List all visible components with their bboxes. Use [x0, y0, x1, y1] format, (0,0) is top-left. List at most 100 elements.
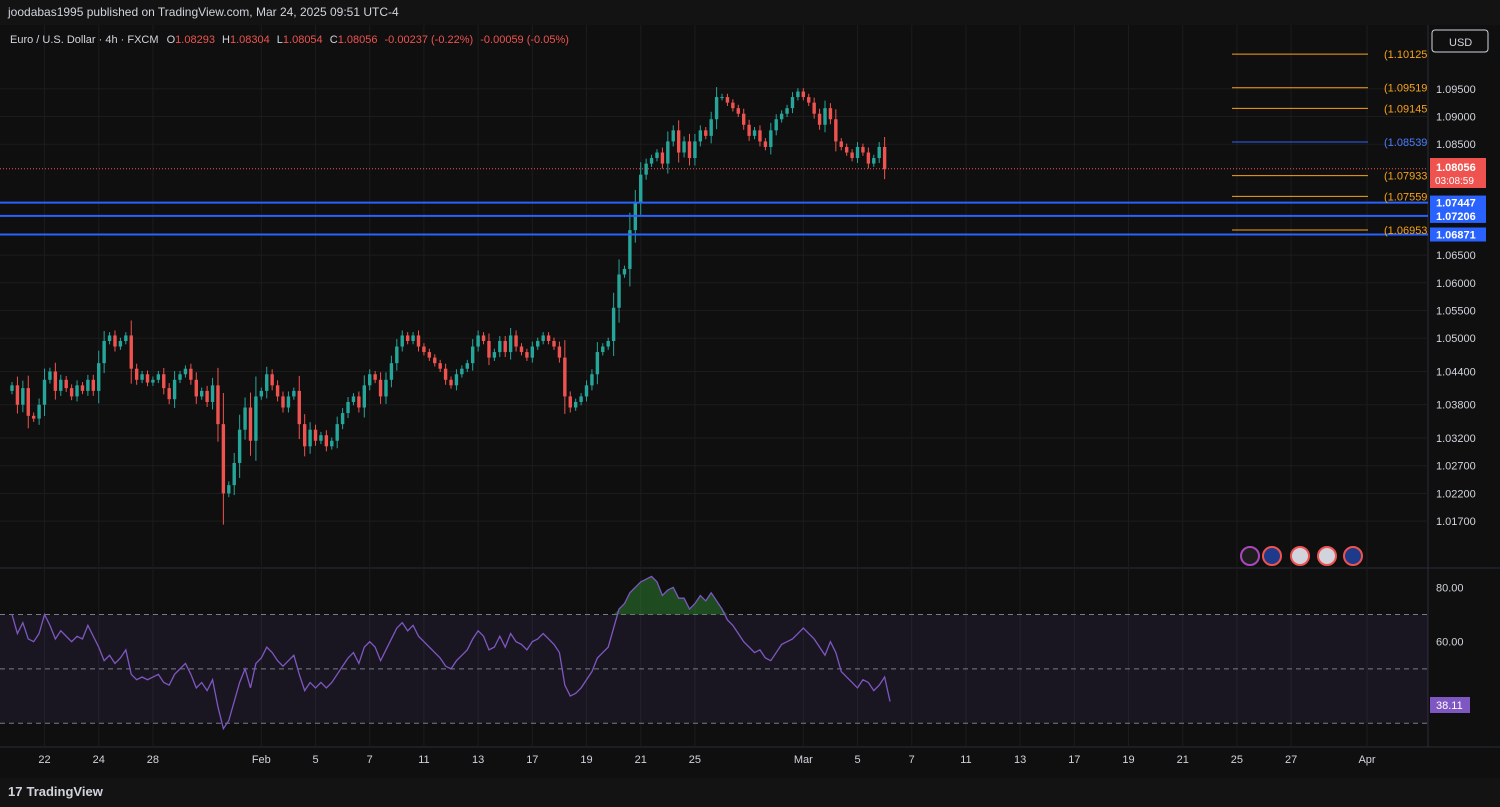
candle-106 — [584, 380, 589, 402]
candle-body — [449, 379, 453, 386]
candle-36 — [205, 385, 209, 407]
candle-body — [97, 363, 101, 391]
price-tick-9: 1.03200 — [1436, 433, 1476, 445]
time-tick-18: 19 — [1122, 754, 1134, 766]
candle-body — [460, 368, 464, 375]
us-flag-icon[interactable] — [1290, 546, 1310, 566]
candle-25 — [145, 370, 150, 387]
candle-129 — [709, 111, 713, 144]
candle-body — [183, 368, 188, 375]
candle-103 — [568, 391, 572, 413]
price-tick-6: 1.05000 — [1436, 333, 1476, 345]
candle-body — [107, 335, 112, 341]
candle-body — [378, 379, 383, 397]
candle-24 — [140, 370, 144, 384]
candle-0 — [10, 382, 14, 395]
candle-body — [411, 335, 415, 341]
candle-116 — [639, 162, 643, 215]
candle-body — [422, 346, 426, 353]
candle-5 — [37, 398, 41, 425]
eu-flag-icon-2[interactable] — [1343, 546, 1363, 566]
candle-body — [579, 396, 583, 402]
candle-body — [541, 335, 545, 341]
tradingview-logo[interactable]: 17 TradingView — [8, 784, 103, 799]
candle-94 — [519, 343, 524, 356]
candle-90 — [498, 336, 502, 358]
candle-75 — [416, 330, 421, 352]
candle-body — [254, 396, 258, 441]
candle-88 — [487, 333, 491, 366]
candle-body — [649, 158, 654, 164]
candle-138 — [758, 125, 762, 147]
candle-12 — [75, 380, 79, 402]
candle-body — [416, 335, 421, 347]
legend-low: 1.08054 — [283, 34, 323, 46]
candle-139 — [763, 138, 768, 151]
candle-body — [590, 374, 594, 386]
candle-body — [514, 335, 518, 347]
candle-81 — [449, 376, 453, 389]
fib-label-2: (1.09145 — [1384, 103, 1427, 115]
candle-body — [145, 374, 150, 383]
candle-112 — [617, 259, 621, 323]
candle-130 — [714, 87, 719, 130]
candle-body — [774, 119, 778, 131]
candle-33 — [189, 363, 193, 385]
candle-body — [639, 174, 643, 203]
candle-body — [498, 340, 502, 353]
candle-body — [178, 374, 182, 380]
candle-148 — [812, 97, 816, 119]
candle-body — [265, 374, 269, 391]
time-tick-17: 17 — [1068, 754, 1080, 766]
candle-body — [118, 340, 123, 347]
legend-open: 1.08293 — [175, 34, 215, 46]
candle-body — [866, 152, 871, 164]
candle-145 — [796, 88, 800, 101]
candle-42 — [237, 414, 242, 478]
candle-120 — [660, 147, 665, 169]
currency-button[interactable]: USD — [1431, 29, 1489, 53]
candle-body — [205, 390, 209, 402]
event-icons[interactable] — [1240, 546, 1363, 566]
candle-body — [351, 396, 356, 402]
candle-body — [335, 424, 339, 441]
candle-body — [823, 108, 827, 125]
candle-133 — [731, 99, 735, 112]
bar-countdown: 03:08:59 — [1435, 176, 1474, 187]
candle-body — [259, 390, 264, 397]
candle-55 — [308, 422, 312, 454]
fib-label-1: (1.09519 — [1384, 83, 1427, 95]
candle-56 — [313, 424, 318, 446]
us-flag-icon-2[interactable] — [1317, 546, 1337, 566]
candle-63 — [351, 393, 356, 406]
candle-body — [64, 379, 68, 389]
candle-body — [725, 97, 730, 103]
candle-body — [232, 462, 236, 486]
legend-high: 1.08304 — [230, 34, 270, 46]
candle-body — [281, 396, 285, 408]
candle-body — [492, 352, 497, 358]
candle-132 — [725, 93, 730, 106]
price-tick-8: 1.03800 — [1436, 400, 1476, 412]
candle-154 — [844, 143, 849, 156]
candle-86 — [476, 330, 480, 352]
candle-body — [742, 113, 746, 125]
candle-body — [704, 130, 708, 136]
candle-body — [292, 390, 296, 397]
candle-41 — [232, 452, 236, 496]
candle-2 — [21, 380, 25, 413]
eu-flag-icon[interactable] — [1262, 546, 1282, 566]
candle-body — [801, 91, 806, 98]
candle-body — [124, 335, 128, 341]
legend-c-label: C — [330, 34, 338, 46]
candle-body — [877, 146, 881, 159]
candle-body — [91, 379, 95, 391]
candle-16 — [97, 350, 101, 404]
candle-body — [839, 141, 843, 147]
candle-body — [227, 485, 231, 494]
candle-77 — [427, 348, 432, 361]
rsi-overbought-fill — [12, 576, 891, 615]
lightning-icon[interactable] — [1240, 546, 1260, 566]
candle-body — [508, 335, 513, 353]
